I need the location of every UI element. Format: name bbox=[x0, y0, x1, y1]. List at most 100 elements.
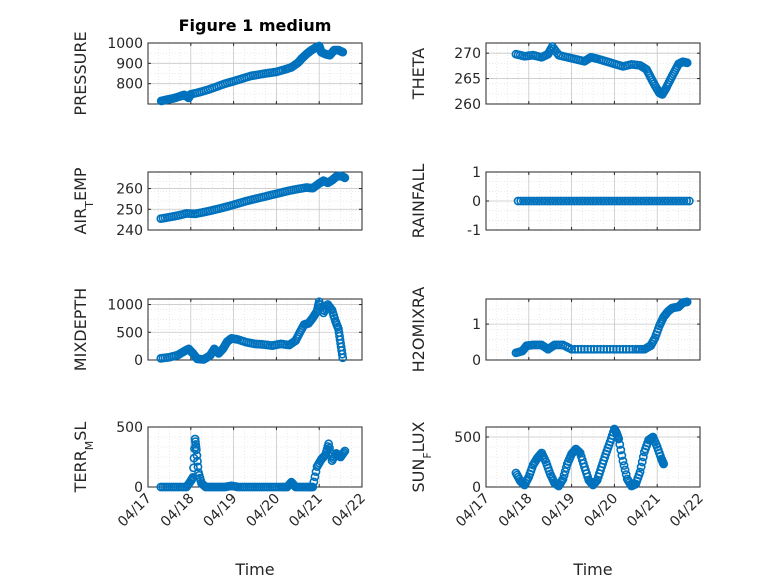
data-point-trail bbox=[616, 445, 626, 455]
y-axis-label: THETA bbox=[409, 48, 428, 100]
data-point-trail bbox=[544, 466, 554, 476]
y-axis-label: MIXDEPTH bbox=[71, 288, 90, 371]
data-point bbox=[610, 196, 619, 206]
data-point bbox=[652, 196, 662, 206]
series-points bbox=[511, 297, 692, 358]
y-label-part: RAINFALL bbox=[409, 164, 428, 239]
series-points bbox=[511, 42, 692, 99]
y-tick-label: 265 bbox=[454, 72, 481, 88]
y-tick-label: 0 bbox=[472, 480, 481, 496]
data-point-trail bbox=[655, 196, 665, 206]
y-axis-label: SUNFLUX bbox=[409, 421, 434, 492]
data-point-trail bbox=[618, 196, 627, 206]
data-point-trail bbox=[337, 47, 347, 57]
data-point-trail bbox=[532, 196, 542, 206]
x-tick-label: 04/18 bbox=[158, 491, 198, 531]
subplot-theta: 260 265 270 THETA bbox=[409, 42, 701, 113]
data-point-trail bbox=[535, 451, 544, 460]
data-point-trail bbox=[193, 456, 202, 466]
x-tick-label: 04/19 bbox=[201, 491, 241, 531]
data-point-trail bbox=[666, 196, 675, 206]
data-point-trail bbox=[624, 344, 634, 354]
data-point-trail bbox=[589, 479, 599, 489]
y-label-part: EMP bbox=[71, 167, 90, 201]
data-point-trail bbox=[573, 344, 583, 354]
data-point-trail bbox=[636, 462, 646, 472]
y-label-part: SL bbox=[71, 422, 90, 441]
data-point bbox=[535, 196, 544, 206]
subplot-air_temp: 240 250 260 AIRTEMP bbox=[71, 167, 363, 239]
y-label-part: MIXDEPTH bbox=[71, 288, 90, 371]
data-point-trail bbox=[519, 196, 528, 206]
data-point-trail bbox=[586, 344, 596, 354]
data-point-trail bbox=[561, 196, 571, 206]
data-point-trail bbox=[185, 345, 195, 355]
axes-box bbox=[485, 298, 701, 361]
y-tick-label: 0 bbox=[134, 480, 143, 496]
data-point-trail bbox=[660, 196, 670, 206]
data-point-trail bbox=[626, 196, 635, 206]
data-point bbox=[545, 196, 555, 206]
data-point-trail bbox=[339, 448, 349, 457]
x-axis-label: Time bbox=[234, 560, 274, 579]
series-points bbox=[156, 41, 348, 106]
y-tick-label: 1000 bbox=[107, 36, 143, 52]
data-point-trail bbox=[574, 447, 584, 457]
x-tick-label: 04/18 bbox=[496, 491, 536, 531]
data-point-trail bbox=[651, 440, 661, 449]
x-tick-label: 04/20 bbox=[243, 491, 283, 531]
y-tick-label: 240 bbox=[116, 223, 143, 239]
data-point-trail bbox=[572, 196, 582, 206]
data-point-trail bbox=[644, 196, 654, 206]
data-point-trail bbox=[231, 334, 241, 344]
axes-box bbox=[147, 42, 363, 105]
data-point-trail bbox=[318, 453, 327, 463]
y-label-part: PRESSURE bbox=[71, 31, 90, 115]
data-point bbox=[674, 196, 683, 206]
data-point-trail bbox=[637, 457, 647, 467]
data-point bbox=[588, 196, 598, 206]
data-point-trail bbox=[335, 331, 344, 341]
data-point-trail bbox=[307, 482, 317, 492]
y-axis-label: RAINFALL bbox=[409, 164, 428, 239]
x-tick-label: 04/21 bbox=[624, 491, 664, 531]
data-point-trail bbox=[192, 451, 202, 460]
data-point-trail bbox=[543, 196, 552, 206]
data-point-trail bbox=[634, 196, 643, 206]
data-point-trail bbox=[540, 455, 550, 465]
data-point-trail bbox=[658, 458, 668, 468]
y-axis-label: AIRTEMP bbox=[71, 167, 96, 234]
subplot-terr_msl: 0 500 04/17 04/18 04/19 04/20 04/21 04/22 Time TE… bbox=[71, 420, 369, 579]
data-point-trail bbox=[634, 470, 644, 480]
data-point-trail bbox=[548, 196, 558, 206]
data-point-trail bbox=[623, 196, 633, 206]
series-points bbox=[513, 196, 694, 206]
data-point-trail bbox=[591, 53, 601, 63]
data-point-trail bbox=[191, 442, 201, 452]
data-point-trail bbox=[620, 465, 630, 475]
data-point-trail bbox=[231, 482, 241, 492]
data-point-trail bbox=[569, 196, 579, 206]
data-point-trail bbox=[557, 476, 567, 486]
y-tick-label: 800 bbox=[116, 77, 143, 93]
y-label-part: SUN bbox=[409, 459, 428, 493]
data-point-trail bbox=[658, 196, 667, 206]
y-label-part: AIR bbox=[71, 208, 90, 235]
data-point bbox=[618, 456, 628, 466]
data-point-trail bbox=[333, 322, 343, 332]
data-point-trail bbox=[585, 196, 595, 206]
data-point-trail bbox=[553, 196, 563, 206]
series-points bbox=[156, 434, 350, 492]
y-label-subscript: T bbox=[83, 201, 96, 209]
y-tick-label: 0 bbox=[472, 194, 481, 210]
data-point-trail bbox=[189, 463, 198, 473]
y-axis-label: TERRMSL bbox=[71, 422, 96, 494]
data-point-trail bbox=[671, 196, 681, 206]
y-tick-label: 260 bbox=[454, 97, 481, 113]
data-point-trail bbox=[649, 335, 659, 345]
y-axis-label: PRESSURE bbox=[71, 31, 90, 115]
y-tick-label: 1 bbox=[472, 317, 481, 333]
x-tick-label: 04/22 bbox=[329, 491, 369, 531]
axes-box bbox=[147, 171, 363, 231]
data-point-trail bbox=[560, 467, 570, 476]
